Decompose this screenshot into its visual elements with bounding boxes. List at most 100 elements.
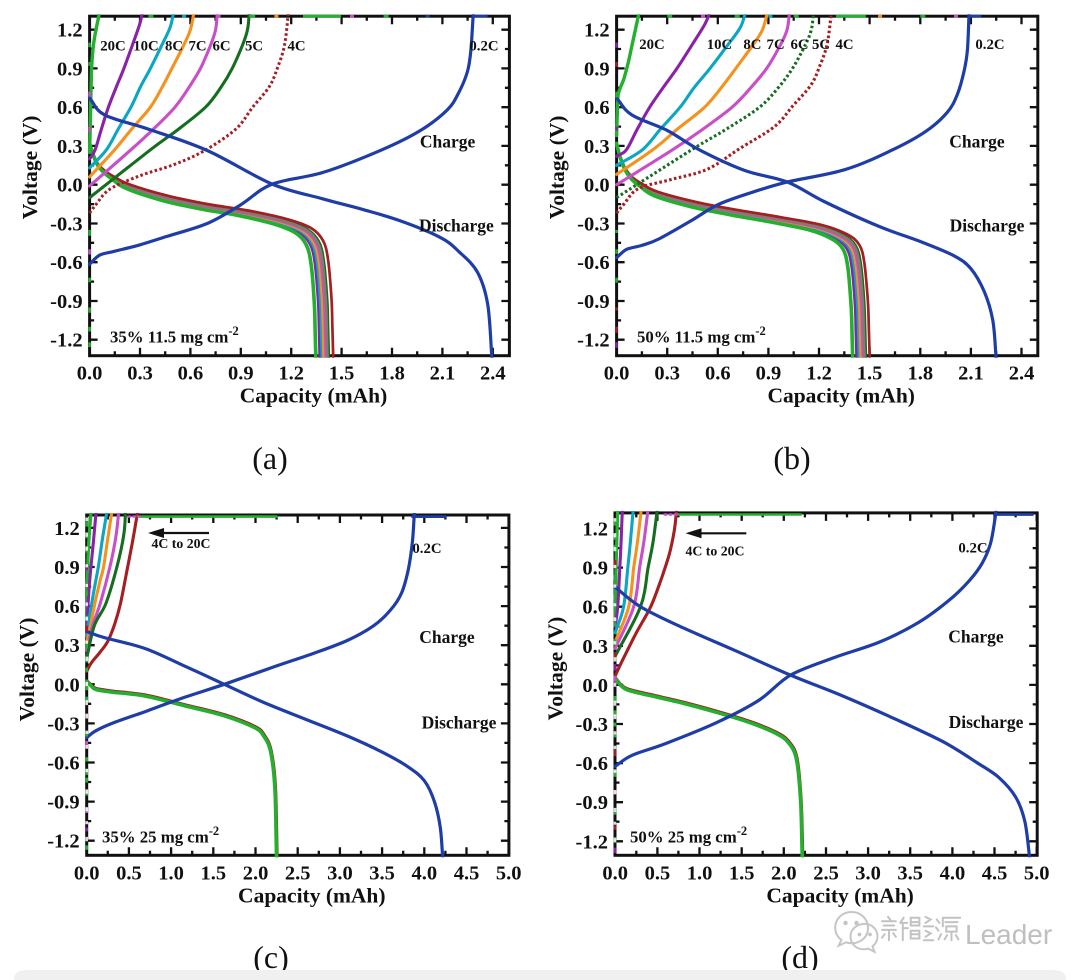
svg-text:0.6: 0.6 [705,363,731,385]
svg-text:(b): (b) [773,440,810,476]
svg-text:(a): (a) [252,440,288,476]
svg-text:6C: 6C [790,37,808,53]
svg-text:2.5: 2.5 [813,862,839,884]
svg-text:5.0: 5.0 [496,862,522,884]
svg-text:0.3: 0.3 [654,363,680,385]
svg-text:0.3: 0.3 [57,136,83,158]
svg-text:Voltage (V): Voltage (V) [545,116,569,220]
svg-text:Discharge: Discharge [422,713,497,733]
svg-text:3.5: 3.5 [369,862,395,884]
svg-text:Voltage (V): Voltage (V) [15,618,39,722]
svg-text:-0.6: -0.6 [577,252,609,274]
svg-text:(d): (d) [781,939,818,975]
svg-text:10C: 10C [133,39,158,55]
svg-text:0.2C: 0.2C [958,541,987,557]
svg-text:0.6: 0.6 [584,97,610,119]
svg-text:2.1: 2.1 [430,363,456,385]
svg-text:0.9: 0.9 [582,558,608,580]
svg-text:Capacity (mAh): Capacity (mAh) [240,384,388,408]
svg-text:3.0: 3.0 [327,862,353,884]
svg-text:Charge: Charge [420,132,476,152]
svg-text:0.0: 0.0 [77,363,103,385]
svg-text:-0.9: -0.9 [50,291,82,313]
svg-text:-1.2: -1.2 [47,831,79,853]
svg-text:0.9: 0.9 [54,557,80,579]
svg-text:3.0: 3.0 [855,862,881,884]
svg-text:0.0: 0.0 [57,175,83,197]
svg-text:5C: 5C [812,37,830,53]
svg-text:-0.3: -0.3 [50,214,82,236]
svg-text:(c): (c) [253,939,289,975]
svg-text:1.5: 1.5 [857,363,883,385]
svg-text:0.2C: 0.2C [469,39,498,55]
svg-text:1.2: 1.2 [582,519,608,541]
svg-text:7C: 7C [767,37,785,53]
svg-text:0.9: 0.9 [57,58,83,80]
svg-text:7C: 7C [188,39,206,55]
svg-text:0.6: 0.6 [178,363,204,385]
svg-text:10C: 10C [707,37,732,53]
svg-text:-0.3: -0.3 [577,214,609,236]
svg-text:-0.3: -0.3 [47,713,79,735]
svg-text:Voltage (V): Voltage (V) [18,116,42,220]
svg-text:0.0: 0.0 [602,862,628,884]
svg-text:2.4: 2.4 [480,363,506,385]
svg-text:0.3: 0.3 [582,636,608,658]
svg-text:5C: 5C [245,39,263,55]
svg-text:8C: 8C [743,37,761,53]
svg-text:4C: 4C [287,39,305,55]
svg-text:50% 25 mg cm-2: 50% 25 mg cm-2 [630,824,747,847]
svg-text:Leader: Leader [965,919,1052,950]
svg-text:0.3: 0.3 [54,635,80,657]
svg-text:Discharge: Discharge [419,216,494,236]
svg-text:0.5: 0.5 [645,862,671,884]
svg-text:5.0: 5.0 [1024,862,1050,884]
svg-text:0.9: 0.9 [756,363,782,385]
svg-text:0.0: 0.0 [74,862,100,884]
svg-text:0.2C: 0.2C [975,37,1004,53]
svg-text:0.0: 0.0 [584,175,610,197]
svg-text:8C: 8C [165,39,183,55]
svg-text:4.5: 4.5 [454,862,480,884]
svg-text:4C to 20C: 4C to 20C [151,536,210,551]
svg-text:-0.6: -0.6 [576,753,608,775]
svg-text:20C: 20C [100,39,125,55]
svg-text:4C: 4C [835,37,853,53]
svg-text:1.0: 1.0 [158,862,184,884]
svg-text:-0.6: -0.6 [47,753,79,775]
svg-text:Charge: Charge [949,132,1005,152]
svg-text:Capacity (mAh): Capacity (mAh) [767,384,915,408]
svg-text:2.1: 2.1 [958,363,984,385]
svg-text:4.0: 4.0 [411,862,437,884]
svg-text:Discharge: Discharge [950,216,1025,236]
svg-text:1.2: 1.2 [806,363,832,385]
svg-text:0.9: 0.9 [584,58,610,80]
svg-text:1.8: 1.8 [379,363,405,385]
svg-text:Charge: Charge [948,627,1004,647]
svg-text:Voltage (V): Voltage (V) [544,617,568,721]
svg-text:50% 11.5 mg cm-2: 50% 11.5 mg cm-2 [637,324,766,347]
svg-text:4C to 20C: 4C to 20C [685,544,744,559]
svg-text:2.4: 2.4 [1009,363,1035,385]
svg-text:20C: 20C [639,37,664,53]
svg-text:-0.9: -0.9 [577,291,609,313]
svg-text:0.9: 0.9 [228,363,254,385]
svg-text:1.0: 1.0 [687,862,713,884]
svg-text:0.6: 0.6 [582,597,608,619]
svg-text:3.5: 3.5 [897,862,923,884]
svg-text:1.2: 1.2 [584,20,610,42]
svg-text:1.2: 1.2 [278,363,304,385]
svg-text:0.3: 0.3 [584,136,610,158]
svg-text:0.0: 0.0 [604,363,630,385]
svg-text:-1.2: -1.2 [577,330,609,352]
svg-text:2.5: 2.5 [285,862,311,884]
svg-text:Discharge: Discharge [949,712,1024,732]
svg-text:4.0: 4.0 [940,862,966,884]
svg-text:1.8: 1.8 [907,363,933,385]
svg-text:1.2: 1.2 [54,518,80,540]
svg-text:Capacity (mAh): Capacity (mAh) [766,883,914,907]
svg-text:35% 11.5 mg cm-2: 35% 11.5 mg cm-2 [110,324,239,347]
svg-text:1.2: 1.2 [57,20,83,42]
svg-text:2.0: 2.0 [771,862,797,884]
svg-text:Charge: Charge [419,627,475,647]
